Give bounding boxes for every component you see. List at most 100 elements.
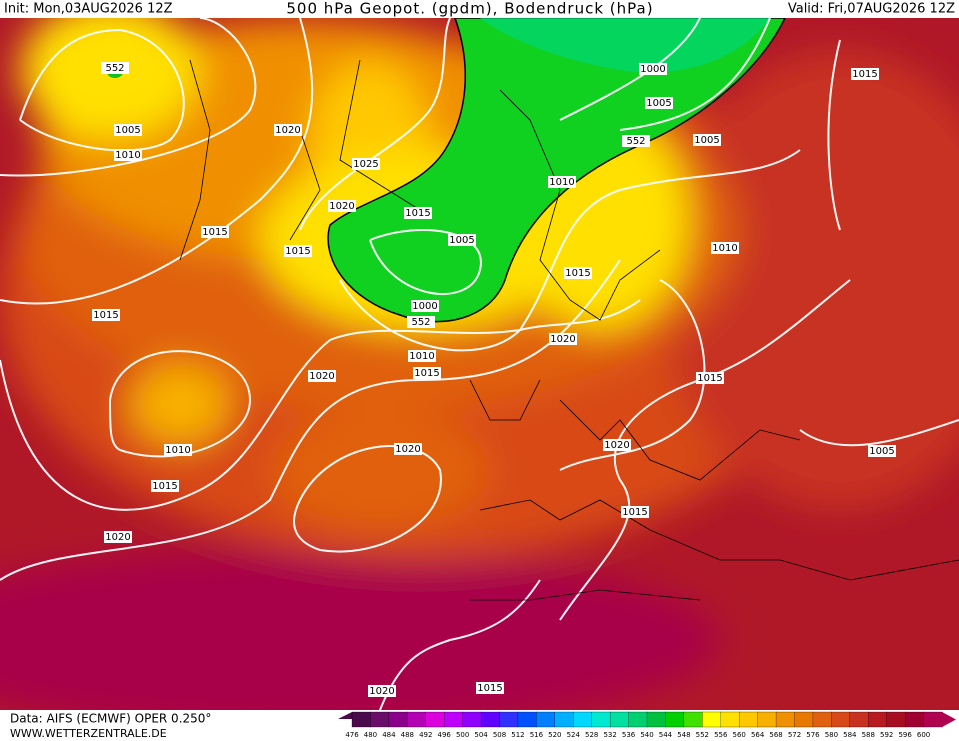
contour-label-bg [693, 134, 721, 146]
contour-label-bg [368, 685, 396, 697]
contour-label: 1020 [395, 444, 420, 455]
contour-label: 1015 [152, 481, 177, 492]
colorbar-label: 560 [733, 731, 746, 739]
contour-label-bg [408, 350, 436, 362]
contour-label: 552 [626, 136, 645, 147]
colorbar-swatch [480, 711, 501, 728]
colorbar-swatch [812, 711, 833, 728]
contour-label: 1005 [646, 98, 671, 109]
contour-label-bg [114, 149, 142, 161]
contour-label: 1010 [115, 150, 140, 161]
colorbar-label: 504 [474, 731, 488, 739]
contour-label-bg [411, 300, 439, 312]
contour-label: 1020 [105, 532, 130, 543]
contour-label-bg [413, 367, 441, 379]
contour-label: 1020 [275, 125, 300, 136]
contour-label-bg [394, 443, 422, 455]
contour-label: 1015 [93, 310, 118, 321]
colorbar-label: 516 [530, 731, 544, 739]
colorbar-swatch [831, 711, 851, 728]
contour-label: 1015 [414, 368, 439, 379]
contour-label-bg [711, 242, 739, 254]
contour-label: 1020 [369, 686, 394, 697]
contour-label: 1015 [852, 69, 877, 80]
colorbar-swatch [794, 711, 814, 728]
colorbar-swatch [849, 711, 869, 728]
data-source: Data: AIFS (ECMWF) OPER 0.250° [10, 712, 211, 726]
contour-label-bg [622, 135, 650, 147]
colorbar-label: 584 [843, 731, 857, 739]
contour-label-bg [868, 445, 896, 457]
contour-label-bg [328, 200, 356, 212]
colorbar-swatch [425, 711, 445, 728]
contour-label: 1010 [165, 445, 190, 456]
colorbar-label: 564 [751, 731, 765, 739]
contour-label-bg [164, 444, 192, 456]
contour-label: 1015 [405, 208, 430, 219]
contour-label-bg [284, 245, 312, 257]
colorbar-swatch [923, 711, 943, 728]
contour-label-bg [114, 124, 142, 136]
contour-label: 1000 [412, 301, 437, 312]
colorbar-label: 544 [659, 731, 673, 739]
colorbar-swatch [609, 711, 630, 728]
colorbar-label: 552 [696, 731, 709, 739]
colorbar-swatch [757, 711, 777, 728]
contour-label: 1015 [202, 227, 227, 238]
colorbar-label: 576 [806, 731, 820, 739]
contour-label: 1005 [449, 235, 474, 246]
init-time: Init: Mon,03AUG2026 12Z [4, 2, 173, 17]
colorbar-swatch [886, 711, 906, 728]
colorbar-label: 528 [585, 731, 598, 739]
colorbar-arrow-high [942, 712, 956, 727]
colorbar-swatch [517, 711, 538, 728]
contour-label: 1010 [712, 243, 737, 254]
colorbar-swatch [646, 711, 667, 728]
colorbar-label: 508 [493, 731, 506, 739]
colorbar-label: 532 [603, 731, 616, 739]
contour-label-bg [104, 531, 132, 543]
colorbar-label: 488 [401, 731, 414, 739]
colorbar-arrow-low [338, 712, 352, 726]
contour-label-bg [645, 97, 673, 109]
contour-label: 1020 [550, 334, 575, 345]
colorbar-label: 568 [769, 731, 782, 739]
colorbar-label: 500 [456, 731, 469, 739]
contour-label-bg [639, 63, 667, 75]
colorbar-label: 600 [917, 731, 930, 739]
contour-label-bg [564, 267, 592, 279]
colorbar-swatch [720, 711, 740, 728]
colorbar-swatch [462, 711, 482, 728]
contour-label: 1005 [869, 446, 894, 457]
contour-label-bg [407, 316, 435, 328]
contour-label-bg [603, 439, 631, 451]
colorbar-label: 580 [825, 731, 838, 739]
colorbar-swatch [904, 711, 925, 728]
colorbar-swatch [868, 711, 888, 728]
colorbar-swatch [388, 711, 408, 728]
contour-label: 552 [105, 63, 124, 74]
contour-label-bg [696, 372, 724, 384]
colorbar-label: 572 [788, 731, 801, 739]
colorbar-swatch [407, 711, 427, 728]
colorbar-label: 548 [677, 731, 690, 739]
colorbar-swatch [370, 711, 390, 728]
colorbar-swatch [351, 711, 372, 728]
colorbar-swatch [683, 711, 703, 728]
contour-label: 1020 [604, 440, 629, 451]
contour-label: 1005 [115, 125, 140, 136]
contour-label: 1010 [549, 177, 574, 188]
colorbar-label: 596 [898, 731, 912, 739]
contour-label-bg [448, 234, 476, 246]
colorbar-swatch [775, 711, 796, 728]
colorbar-label: 484 [382, 731, 396, 739]
colorbar-swatch [665, 711, 685, 728]
colorbar-swatch [628, 711, 648, 728]
contour-label-bg [851, 68, 879, 80]
contour-label-bg [151, 480, 179, 492]
contour-label-bg [92, 309, 120, 321]
colorbar-label: 540 [640, 731, 653, 739]
